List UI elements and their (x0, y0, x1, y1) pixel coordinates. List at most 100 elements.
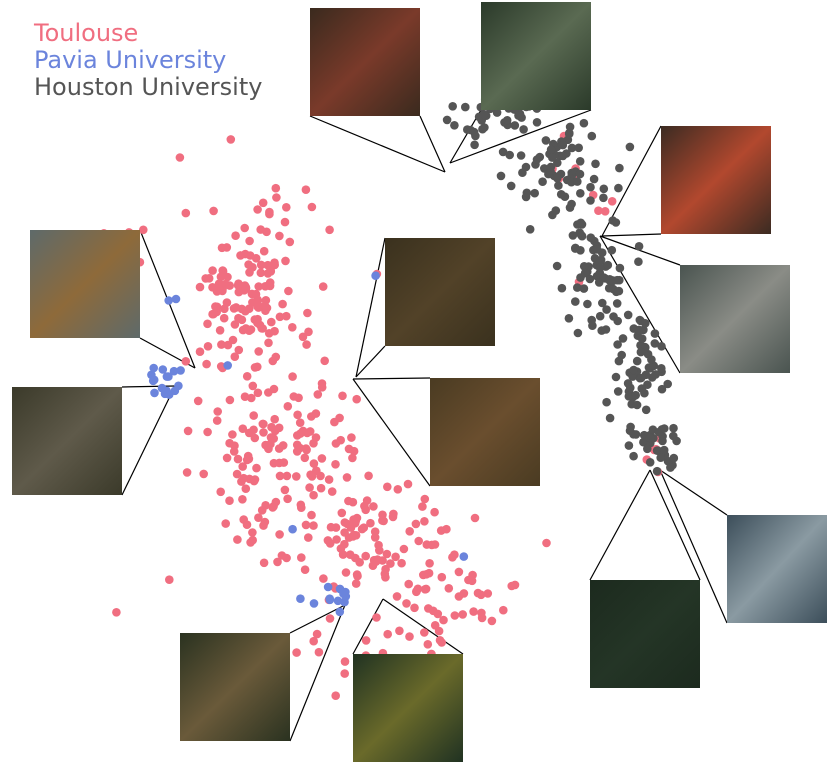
thumb-bottom-mid (353, 654, 463, 762)
scatter-point (361, 551, 371, 561)
scatter-point (260, 301, 270, 311)
scatter-point (345, 550, 355, 559)
scatter-point (348, 453, 357, 463)
scatter-point (360, 501, 369, 511)
connector-line (355, 237, 386, 378)
scatter-point (469, 127, 479, 137)
connector-line (599, 235, 681, 374)
scatter-point (253, 299, 262, 309)
scatter-point (657, 342, 666, 351)
scatter-point (587, 131, 597, 141)
scatter-point (340, 539, 349, 549)
scatter-point (297, 553, 306, 562)
scatter-point (641, 405, 651, 415)
scatter-point (250, 433, 260, 443)
connector-line (121, 385, 176, 388)
scatter-point (413, 584, 423, 594)
scatter-point (243, 451, 253, 461)
scatter-point (254, 282, 263, 291)
connector-line (352, 378, 431, 487)
scatter-point (309, 490, 318, 500)
thumb-center-mid (430, 378, 540, 486)
connector-line (382, 598, 464, 655)
scatter-point (525, 225, 535, 234)
scatter-point (236, 251, 245, 260)
scatter-point (225, 395, 235, 405)
scatter-point (298, 332, 308, 342)
scatter-point (420, 517, 429, 526)
scatter-point (573, 328, 583, 338)
thumb-bottom-left (180, 633, 290, 741)
scatter-point (284, 286, 293, 296)
scatter-point (634, 242, 644, 251)
scatter-point (250, 363, 260, 372)
scatter-point (393, 485, 403, 494)
scatter-point (564, 129, 574, 139)
scatter-point (591, 159, 600, 169)
legend: Toulouse Pavia University Houston Universi… (34, 20, 262, 101)
scatter-point (611, 372, 621, 382)
scatter-point (657, 384, 667, 394)
scatter-point (199, 469, 208, 479)
scatter-point (551, 206, 561, 215)
scatter-point (300, 565, 310, 574)
scatter-point (381, 573, 390, 582)
scatter-point (277, 551, 287, 560)
scatter-point (271, 183, 281, 193)
scatter-point (247, 393, 256, 403)
scatter-point (304, 533, 313, 542)
scatter-point (599, 193, 608, 203)
scatter-point (498, 147, 508, 157)
scatter-point (253, 205, 262, 214)
scatter-point (203, 319, 212, 329)
scatter-point (229, 447, 239, 456)
scatter-point (335, 607, 345, 617)
thumb-center-top (385, 238, 495, 346)
scatter-point (499, 605, 508, 615)
scatter-point (319, 574, 328, 583)
thumb-right-2 (727, 515, 827, 623)
scatter-point (295, 443, 305, 453)
scatter-point (238, 462, 247, 471)
scatter-point (428, 606, 438, 616)
scatter-point (278, 299, 287, 309)
scatter-point (150, 388, 159, 398)
scatter-point (355, 558, 365, 567)
scatter-point (264, 329, 274, 338)
scatter-point (643, 444, 652, 454)
scatter-point (636, 347, 646, 357)
scatter-point (637, 334, 647, 344)
scatter-point (272, 193, 281, 202)
scatter-point (479, 109, 489, 119)
scatter-point (237, 315, 247, 325)
scatter-point (234, 345, 244, 355)
scatter-point (273, 557, 282, 567)
scatter-point (448, 553, 457, 562)
scatter-point (558, 140, 568, 150)
scatter-point (202, 359, 211, 369)
scatter-point (245, 268, 254, 277)
scatter-point (478, 124, 487, 134)
scatter-point (521, 162, 531, 172)
scatter-point (229, 304, 239, 313)
scatter-point (350, 518, 360, 528)
scatter-point (275, 312, 285, 322)
scatter-point (238, 424, 248, 434)
scatter-point (397, 558, 406, 568)
scatter-point (223, 361, 232, 370)
scatter-point (351, 579, 361, 588)
scatter-point (614, 183, 623, 193)
scatter-point (639, 437, 648, 447)
scatter-point (623, 310, 633, 320)
scatter-point (233, 535, 242, 544)
connector-line (355, 345, 386, 378)
scatter-point (249, 411, 258, 420)
scatter-point (395, 626, 404, 636)
scatter-point (414, 536, 424, 546)
scatter-point (402, 599, 411, 608)
scatter-point (374, 540, 383, 550)
scatter-point (568, 231, 578, 240)
scatter-point (506, 181, 516, 191)
scatter-point (253, 388, 263, 398)
scatter-point (522, 188, 532, 198)
